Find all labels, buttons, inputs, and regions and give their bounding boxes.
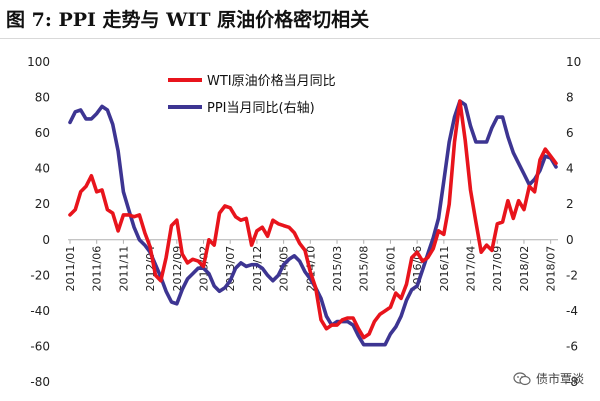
left-axis-tick-label: -40 <box>30 304 50 318</box>
chart-title: 图 7: PPI 走势与 WIT 原油价格密切相关 <box>6 9 370 31</box>
x-axis-tick-label: 2011/01 <box>64 246 77 292</box>
watermark: 债市覃谈 <box>513 370 584 387</box>
x-axis-tick-label: 2012/09 <box>171 246 184 292</box>
legend-label-wti: WTI原油价格当月同比 <box>207 73 336 89</box>
right-axis-tick-label: -6 <box>566 339 578 353</box>
left-axis-tick-label: -80 <box>30 375 50 389</box>
legend-label-ppi: PPI当月同比(右轴) <box>207 101 315 116</box>
left-axis-tick-label: 60 <box>35 126 50 140</box>
x-axis-tick-label: 2014/05 <box>278 246 291 292</box>
x-axis-tick-label: 2017/04 <box>465 246 478 292</box>
right-axis-tick-label: 8 <box>566 91 574 105</box>
left-axis-tick-label: -20 <box>30 268 50 282</box>
x-axis-tick-label: 2011/11 <box>117 246 130 292</box>
x-axis-tick-label: 2018/07 <box>545 246 558 292</box>
legend: WTI原油价格当月同比 PPI当月同比(右轴) <box>168 73 336 116</box>
x-axis-tick-label: 2016/01 <box>384 246 397 292</box>
watermark-text: 债市覃谈 <box>535 372 584 386</box>
x-axis-tick-label: 2016/11 <box>438 246 451 292</box>
left-axis-tick-label: 0 <box>42 233 50 247</box>
wechat-icon <box>513 371 531 385</box>
x-axis-tick-label: 2013/12 <box>251 246 264 292</box>
right-axis-tick-label: -2 <box>566 268 578 282</box>
title-bar: 图 7: PPI 走势与 WIT 原油价格密切相关 <box>0 0 600 40</box>
right-axis-tick-label: -4 <box>566 304 578 318</box>
x-axis-tick-label: 2011/06 <box>91 246 104 292</box>
x-axis-tick-label: 2017/09 <box>491 246 504 292</box>
title-divider <box>0 38 600 39</box>
x-axis-tick-label: 2018/02 <box>518 246 531 292</box>
left-axis-tick-label: 80 <box>35 91 50 105</box>
series-line-wti <box>68 99 558 340</box>
right-axis-tick-label: 0 <box>566 233 574 247</box>
left-axis-tick-label: 100 <box>27 55 50 69</box>
right-axis-tick-label: 6 <box>566 126 574 140</box>
right-axis-tick-label: 4 <box>566 162 574 176</box>
x-axis-tick-label: 2015/03 <box>331 246 344 292</box>
right-axis-tick-label: 10 <box>566 55 581 69</box>
series-layer <box>68 99 558 347</box>
right-axis-tick-label: -8 <box>566 375 578 389</box>
x-axis-tick-label: 2013/07 <box>224 246 237 292</box>
right-axis-tick-label: 2 <box>566 197 574 211</box>
left-axis-tick-label: 20 <box>35 197 50 211</box>
left-axis-tick-label: -60 <box>30 339 50 353</box>
left-axis-tick-label: 40 <box>35 162 50 176</box>
x-axis-tick-label: 2015/08 <box>358 246 371 292</box>
